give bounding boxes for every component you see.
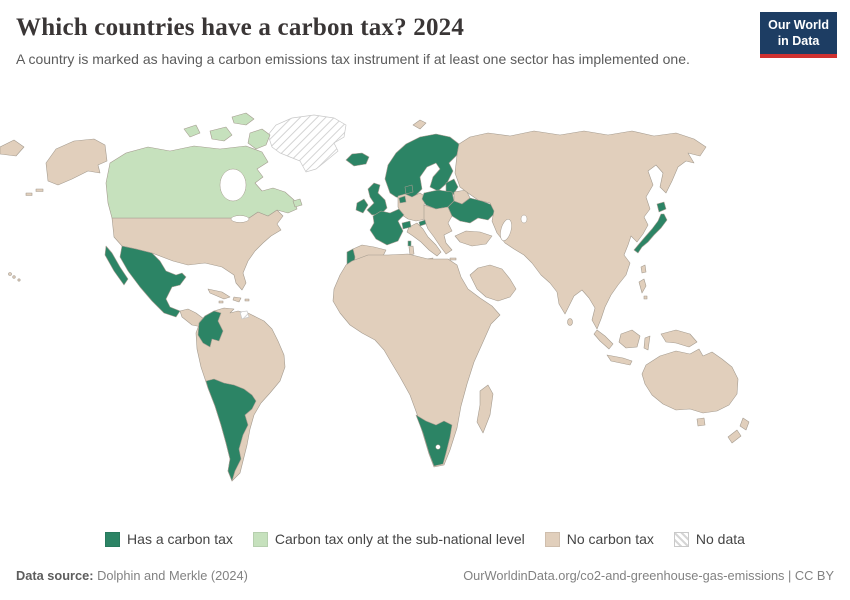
- region-sumatra[interactable]: [593, 329, 614, 350]
- region-canada-island[interactable]: [183, 124, 201, 138]
- region-netherlands[interactable]: [398, 195, 407, 204]
- region-jamaica: [218, 300, 224, 304]
- legend-swatch-has-carbon-tax: [105, 531, 121, 547]
- chart-footer: Data source: Dolphin and Merkle (2024) O…: [16, 568, 834, 583]
- region-sardinia: [408, 245, 415, 256]
- region-philippines-2: [643, 295, 648, 300]
- lesotho: [435, 444, 441, 450]
- region-colombia[interactable]: [197, 310, 224, 348]
- region-canada-victoria[interactable]: [209, 126, 233, 142]
- region-greenland[interactable]: [267, 114, 347, 173]
- legend-label: No data: [695, 531, 745, 547]
- region-switzerland[interactable]: [401, 220, 412, 230]
- region-hawaii-2: [12, 275, 16, 279]
- data-source-label: Data source:: [16, 568, 94, 583]
- legend-swatch-subnational: [252, 531, 268, 547]
- region-sulawesi[interactable]: [643, 335, 651, 351]
- legend-label: Carbon tax only at the sub-national leve…: [274, 531, 525, 547]
- region-new-zealand-north[interactable]: [739, 417, 750, 431]
- legend-label: Has a carbon tax: [127, 531, 233, 547]
- region-italy[interactable]: [406, 222, 442, 257]
- caspian-sea: [500, 219, 512, 241]
- region-iceland[interactable]: [345, 152, 370, 167]
- great-lakes: [230, 215, 250, 223]
- region-new-guinea[interactable]: [660, 329, 698, 348]
- region-new-zealand-south[interactable]: [727, 429, 742, 444]
- region-tasmania: [696, 417, 706, 427]
- legend-item-subnational[interactable]: Carbon tax only at the sub-national leve…: [252, 531, 525, 547]
- region-africa[interactable]: [332, 253, 501, 468]
- legend-item-has-carbon-tax[interactable]: Has a carbon tax: [105, 531, 233, 547]
- region-svalbard: [412, 119, 427, 130]
- region-cuba[interactable]: [207, 288, 231, 300]
- region-chile-argentina-uruguay[interactable]: [205, 378, 257, 482]
- legend-label: No carbon tax: [566, 531, 654, 547]
- region-japan[interactable]: [633, 213, 668, 254]
- region-canada-ellesmere[interactable]: [231, 112, 255, 126]
- region-canada-baffin[interactable]: [247, 128, 271, 150]
- region-chukotka-edge[interactable]: [0, 139, 25, 157]
- region-java[interactable]: [606, 354, 633, 366]
- region-french-guiana[interactable]: [239, 310, 250, 320]
- region-taiwan: [640, 264, 647, 274]
- region-japan-hokkaido[interactable]: [656, 201, 667, 213]
- region-denmark[interactable]: [404, 184, 414, 195]
- region-united-kingdom[interactable]: [366, 182, 388, 216]
- region-australia[interactable]: [641, 348, 739, 414]
- chart-title: Which countries have a carbon tax? 2024: [16, 14, 465, 41]
- region-newfoundland[interactable]: [292, 198, 303, 208]
- region-hispaniola[interactable]: [232, 296, 242, 303]
- legend-swatch-no-carbon-tax: [544, 531, 560, 547]
- region-hawaii: [8, 272, 12, 276]
- region-usa[interactable]: [111, 209, 284, 291]
- chart-subtitle: A country is marked as having a carbon e…: [16, 51, 690, 67]
- hudson-bay: [219, 168, 247, 202]
- legend-item-no-carbon-tax[interactable]: No carbon tax: [544, 531, 654, 547]
- region-france[interactable]: [369, 208, 405, 246]
- world-map: [0, 103, 850, 530]
- region-turkey[interactable]: [454, 230, 493, 247]
- region-aleutians: [35, 188, 44, 192]
- legend-swatch-no-data: [673, 531, 689, 547]
- region-mexico-baja[interactable]: [104, 245, 129, 286]
- region-sri-lanka: [567, 318, 573, 326]
- region-philippines[interactable]: [638, 278, 647, 294]
- map-legend: Has a carbon tax Carbon tax only at the …: [0, 531, 850, 547]
- legend-item-no-data[interactable]: No data: [673, 531, 745, 547]
- region-arabia[interactable]: [469, 264, 517, 302]
- region-borneo[interactable]: [618, 329, 641, 349]
- data-source: Data source: Dolphin and Merkle (2024): [16, 568, 248, 583]
- region-puerto-rico: [244, 298, 250, 302]
- data-source-value: Dolphin and Merkle (2024): [93, 568, 248, 583]
- region-south-africa[interactable]: [415, 414, 453, 467]
- region-crete: [449, 257, 457, 261]
- region-corsica: [407, 240, 412, 247]
- region-aleutians-2: [25, 192, 33, 196]
- region-madagascar[interactable]: [476, 384, 494, 434]
- region-mexico[interactable]: [119, 245, 187, 318]
- region-canada[interactable]: [105, 145, 298, 219]
- owid-logo-line1: Our World: [768, 18, 829, 32]
- region-alaska[interactable]: [45, 138, 108, 186]
- credit-link[interactable]: OurWorldinData.org/co2-and-greenhouse-ga…: [463, 568, 834, 583]
- region-ireland[interactable]: [355, 198, 369, 214]
- owid-logo-line2: in Data: [777, 33, 820, 48]
- owid-logo[interactable]: Our World in Data: [760, 12, 837, 59]
- world-map-svg: [0, 112, 750, 482]
- region-hawaii-3: [17, 278, 21, 282]
- region-slovenia[interactable]: [418, 219, 427, 227]
- aral-sea: [520, 214, 528, 224]
- region-asia[interactable]: [454, 130, 707, 330]
